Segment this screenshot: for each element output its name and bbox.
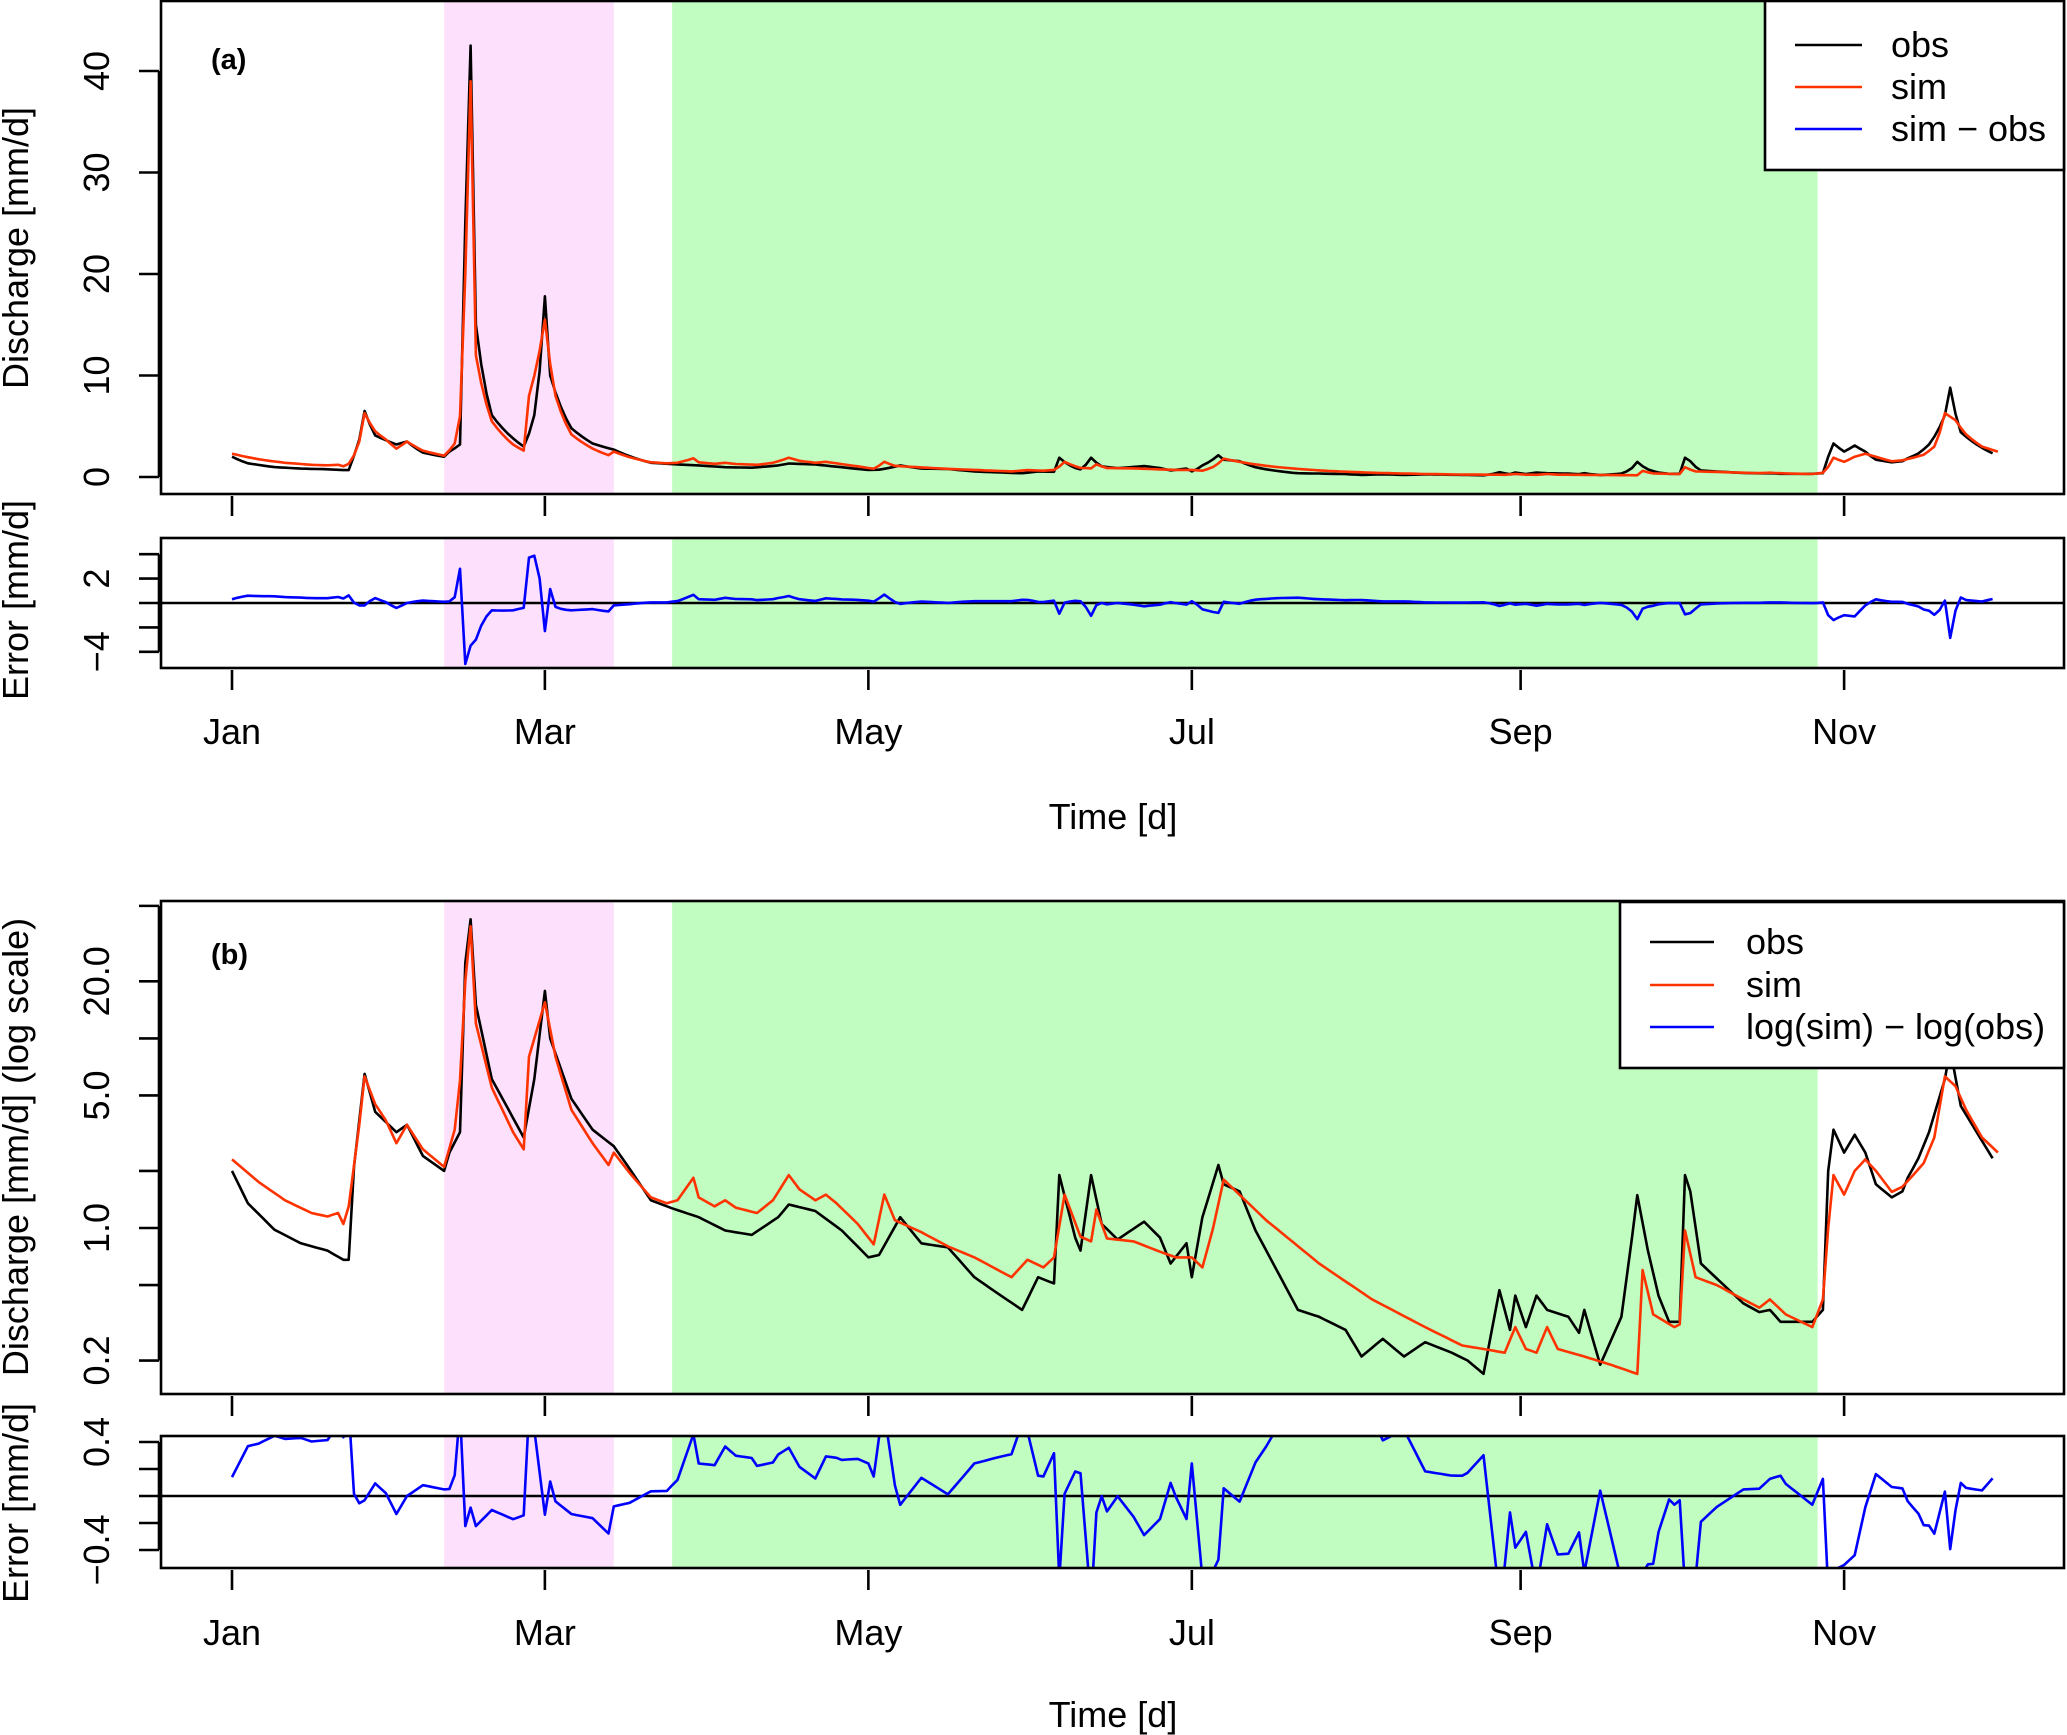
error-frame-a bbox=[159, 536, 2066, 670]
panel-a-error-ylabel: Error [mm/d] bbox=[0, 500, 36, 700]
error-line-b bbox=[230, 1436, 1994, 1568]
legend-a-sim-label: sim bbox=[1891, 66, 1947, 107]
x-tick-label-jul: Jul bbox=[1169, 711, 1215, 752]
pink-period-b-error bbox=[444, 1436, 614, 1568]
panel-a-tag: (a) bbox=[211, 44, 246, 76]
x-tick-label-sep: Sep bbox=[1489, 1612, 1553, 1653]
legend-b-sim-label: sim bbox=[1746, 964, 1802, 1005]
x-tick-label-mar: Mar bbox=[514, 711, 576, 752]
y-tick-label-b: 1.0 bbox=[76, 1203, 117, 1253]
x-tick-label-jan: Jan bbox=[203, 1612, 261, 1653]
error-frame-b bbox=[159, 1434, 2066, 1570]
panel-b-xlabel: Time [d] bbox=[1049, 1694, 1178, 1735]
x-tick-label-may: May bbox=[834, 711, 902, 752]
y-tick-label-b: 20.0 bbox=[76, 946, 117, 1016]
error-y-tick-label-a: 2 bbox=[76, 569, 117, 589]
green-period-a bbox=[672, 1, 1818, 494]
axes: Jan Mar May Jul Sep Nov 0 10 20 30 40 −4 2 Jan Mar May J… bbox=[76, 0, 2066, 1653]
sim-line-b bbox=[231, 925, 1999, 1376]
panel-b-tag: (b) bbox=[211, 939, 248, 971]
y-tick-label-a: 0 bbox=[76, 467, 117, 487]
y-tick-label-a: 30 bbox=[76, 152, 117, 192]
sim-line-a bbox=[231, 79, 1999, 477]
error-y-tick-label-a: −4 bbox=[76, 631, 117, 672]
series-lines bbox=[161, 44, 2064, 1568]
error-y-tick-label-b: −0.4 bbox=[76, 1514, 117, 1585]
y-tick-label-a: 40 bbox=[76, 51, 117, 91]
legend-a-box bbox=[1763, 0, 2066, 172]
legend-a: obs sim sim − obs bbox=[1763, 0, 2066, 172]
green-period-b-error bbox=[672, 1436, 1818, 1568]
error-y-tick-label-b: 0.4 bbox=[76, 1417, 117, 1467]
y-tick-label-b: 5.0 bbox=[76, 1070, 117, 1120]
y-tick-label-a: 20 bbox=[76, 254, 117, 294]
shaded-periods bbox=[444, 1, 1818, 1568]
x-tick-label-nov: Nov bbox=[1812, 1612, 1876, 1653]
x-tick-label-may: May bbox=[834, 1612, 902, 1653]
pink-period-b bbox=[444, 901, 614, 1394]
x-tick-label-mar: Mar bbox=[514, 1612, 576, 1653]
y-tick-label-a: 10 bbox=[76, 355, 117, 395]
legend-a-obs-label: obs bbox=[1891, 24, 1949, 65]
plot-frame-b bbox=[159, 899, 2066, 1396]
panel-b-ylabel: Discharge [mm/d] (log scale) bbox=[0, 918, 36, 1376]
legend-b-error-label: log(sim) − log(obs) bbox=[1746, 1006, 2045, 1047]
legend-b-obs-label: obs bbox=[1746, 921, 1804, 962]
x-tick-label-jan: Jan bbox=[203, 711, 261, 752]
x-tick-label-nov: Nov bbox=[1812, 711, 1876, 752]
legend-a-error-label: sim − obs bbox=[1891, 108, 2046, 149]
panel-b-error-ylabel: Error [mm/d] bbox=[0, 1403, 36, 1603]
panel-a-ylabel: Discharge [mm/d] bbox=[0, 107, 36, 389]
x-tick-label-jul: Jul bbox=[1169, 1612, 1215, 1653]
y-tick-label-b: 0.2 bbox=[76, 1335, 117, 1385]
legend-b: obs sim log(sim) − log(obs) bbox=[1618, 900, 2066, 1070]
x-tick-label-sep: Sep bbox=[1489, 711, 1553, 752]
plot-frame-a bbox=[159, 0, 2066, 496]
panel-a-xlabel: Time [d] bbox=[1049, 796, 1178, 837]
error-line-a bbox=[231, 554, 1993, 666]
